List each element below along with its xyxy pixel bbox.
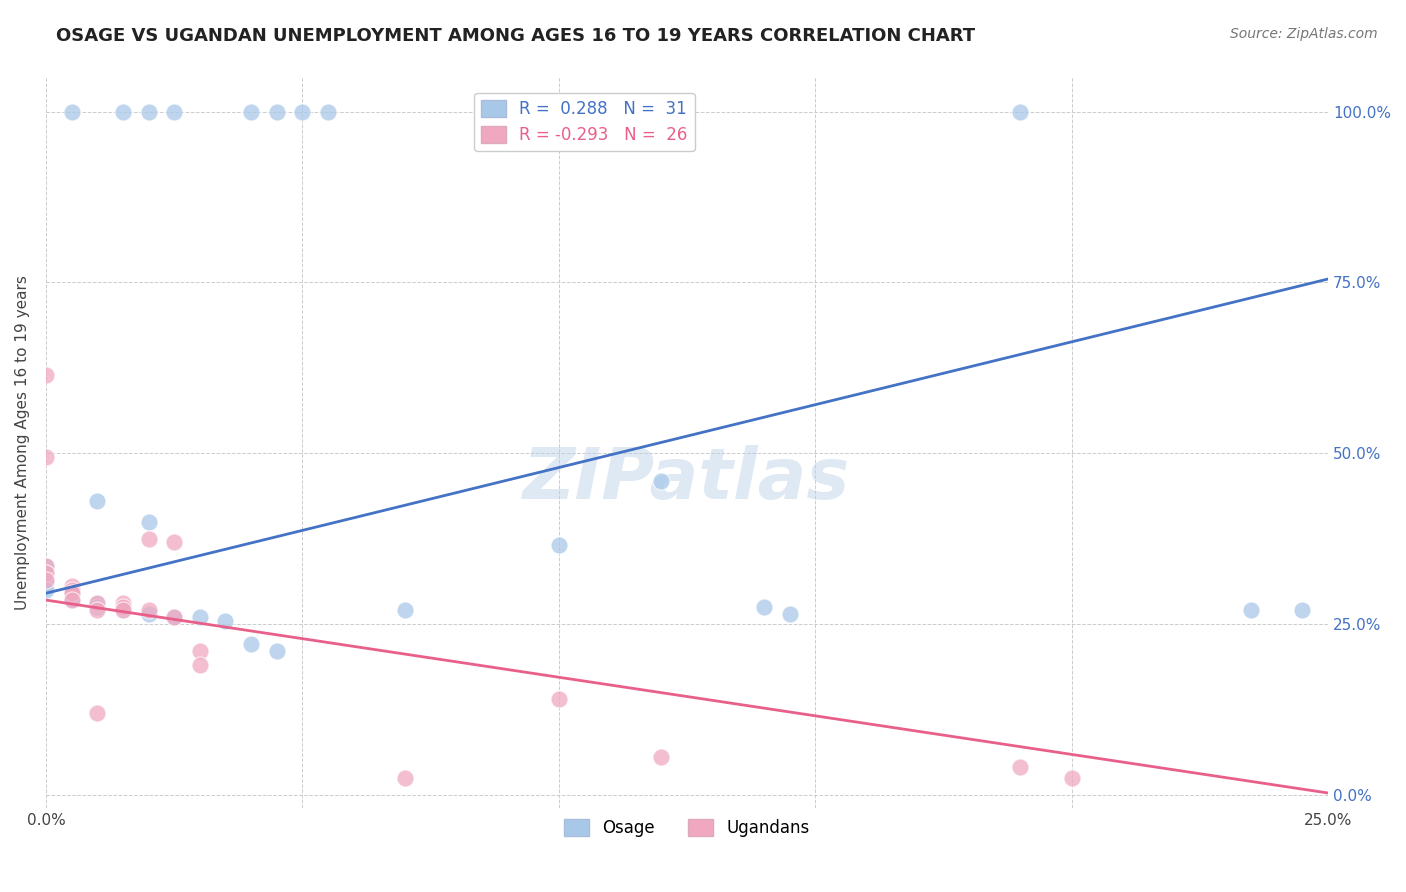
Point bbox=[650, 750, 672, 764]
Point bbox=[188, 610, 211, 624]
Point bbox=[35, 576, 58, 591]
Point bbox=[266, 644, 288, 658]
Point bbox=[163, 610, 186, 624]
Point bbox=[138, 603, 160, 617]
Point bbox=[1240, 603, 1263, 617]
Point bbox=[138, 104, 160, 119]
Point bbox=[86, 494, 108, 508]
Point bbox=[35, 450, 58, 464]
Text: Source: ZipAtlas.com: Source: ZipAtlas.com bbox=[1230, 27, 1378, 41]
Point bbox=[60, 579, 83, 593]
Point bbox=[86, 597, 108, 611]
Point bbox=[60, 593, 83, 607]
Point bbox=[547, 692, 569, 706]
Point bbox=[60, 586, 83, 600]
Point bbox=[138, 515, 160, 529]
Legend: Osage, Ugandans: Osage, Ugandans bbox=[557, 813, 817, 844]
Point bbox=[547, 538, 569, 552]
Point bbox=[60, 586, 83, 600]
Point bbox=[1291, 603, 1313, 617]
Point bbox=[35, 368, 58, 382]
Point bbox=[111, 104, 134, 119]
Point bbox=[60, 593, 83, 607]
Text: ZIPatlas: ZIPatlas bbox=[523, 445, 851, 514]
Point bbox=[188, 644, 211, 658]
Point bbox=[779, 607, 801, 621]
Point bbox=[163, 104, 186, 119]
Point bbox=[35, 582, 58, 597]
Point bbox=[111, 603, 134, 617]
Point bbox=[86, 603, 108, 617]
Point bbox=[138, 607, 160, 621]
Point bbox=[394, 603, 416, 617]
Point bbox=[163, 610, 186, 624]
Point bbox=[138, 532, 160, 546]
Point bbox=[35, 558, 58, 573]
Point bbox=[266, 104, 288, 119]
Point bbox=[1010, 104, 1032, 119]
Point bbox=[394, 771, 416, 785]
Point bbox=[316, 104, 339, 119]
Point bbox=[291, 104, 314, 119]
Point bbox=[111, 599, 134, 614]
Point bbox=[35, 558, 58, 573]
Y-axis label: Unemployment Among Ages 16 to 19 years: Unemployment Among Ages 16 to 19 years bbox=[15, 276, 30, 610]
Point bbox=[60, 104, 83, 119]
Point bbox=[163, 535, 186, 549]
Point bbox=[650, 474, 672, 488]
Point bbox=[35, 566, 58, 580]
Point bbox=[86, 599, 108, 614]
Point bbox=[35, 566, 58, 580]
Point bbox=[240, 638, 263, 652]
Point bbox=[111, 597, 134, 611]
Text: OSAGE VS UGANDAN UNEMPLOYMENT AMONG AGES 16 TO 19 YEARS CORRELATION CHART: OSAGE VS UGANDAN UNEMPLOYMENT AMONG AGES… bbox=[56, 27, 976, 45]
Point bbox=[240, 104, 263, 119]
Point bbox=[752, 599, 775, 614]
Point bbox=[214, 614, 236, 628]
Point bbox=[188, 657, 211, 672]
Point bbox=[1010, 760, 1032, 774]
Point bbox=[86, 706, 108, 720]
Point bbox=[35, 573, 58, 587]
Point bbox=[1060, 771, 1083, 785]
Point bbox=[86, 597, 108, 611]
Point bbox=[111, 603, 134, 617]
Point bbox=[60, 582, 83, 597]
